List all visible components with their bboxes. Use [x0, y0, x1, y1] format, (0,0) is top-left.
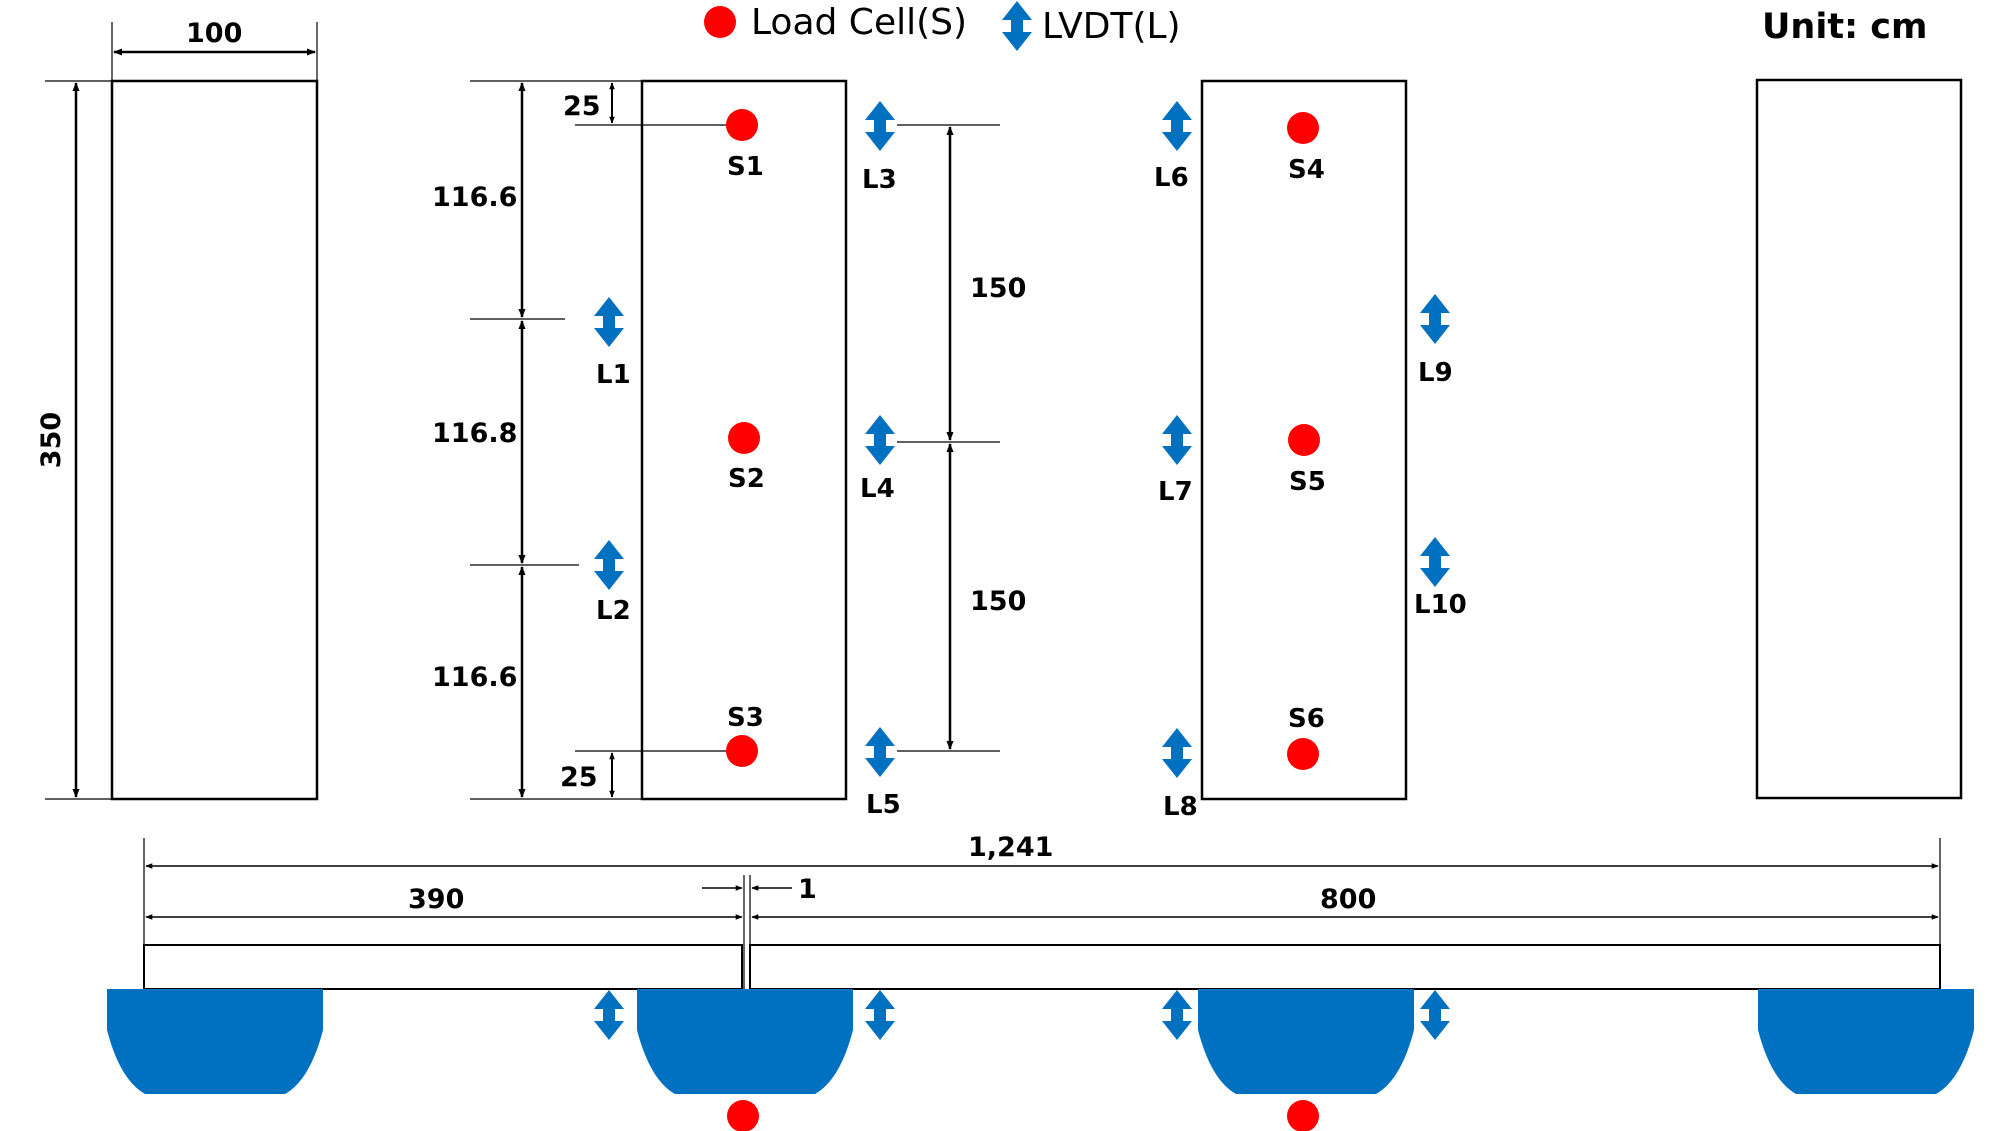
- lvdt-l3-label: L3: [862, 165, 897, 195]
- slab-4: [1755, 78, 1963, 800]
- support-4-icon: [1758, 989, 1974, 1094]
- dim-lvdt-spacing-1-label: 150: [970, 273, 1026, 304]
- lvdt-l4-label: L4: [860, 474, 895, 504]
- right-span-label: 800: [1320, 884, 1376, 915]
- lvdt-l7-label: L7: [1158, 477, 1193, 507]
- elevation-lvdt-2-icon: [865, 990, 895, 1040]
- dim-offset-top-label: 25: [563, 91, 601, 122]
- lvdt-l3-icon: [865, 101, 895, 151]
- load-cell-legend-label: Load Cell(S): [751, 2, 967, 43]
- load-cell-s2-label: S2: [728, 464, 765, 494]
- slab-3: [1200, 79, 1408, 801]
- lvdt-l6-label: L6: [1154, 163, 1189, 193]
- slab-2: [640, 79, 848, 801]
- load-cell-s4-icon: [1287, 112, 1319, 144]
- support-3-icon: [1198, 989, 1414, 1094]
- lvdt-l5-label: L5: [866, 790, 901, 820]
- lvdt-l1-label: L1: [596, 360, 631, 390]
- elevation-load-cell-1-icon: [727, 1100, 759, 1131]
- lvdt-l7-icon: [1162, 415, 1192, 465]
- support-1-icon: [107, 989, 323, 1094]
- lvdt-l10-icon: [1420, 537, 1450, 587]
- lvdt-legend-label: LVDT(L): [1042, 6, 1181, 47]
- lvdt-l2-label: L2: [596, 596, 631, 626]
- slab-1: [110, 79, 319, 801]
- load-cell-s3-label: S3: [727, 703, 764, 733]
- elevation-lvdt-3-icon: [1162, 990, 1192, 1040]
- elevation-lvdt-4-icon: [1420, 990, 1450, 1040]
- elevation-beam-left: [143, 944, 743, 990]
- lvdt-l1-icon: [594, 297, 624, 347]
- left-span-label: 390: [408, 884, 464, 915]
- load-cell-s1-icon: [726, 109, 758, 141]
- legend: Load Cell(S) LVDT(L): [704, 1, 1181, 51]
- load-cell-s1-label: S1: [727, 152, 764, 182]
- gap-label: 1: [798, 874, 817, 905]
- dim-lvdt-spacing-2-label: 150: [970, 586, 1026, 617]
- lvdt-l8-label: L8: [1163, 792, 1198, 822]
- lvdt-l6-icon: [1162, 101, 1192, 151]
- dim-seg-bottom-label: 116.6: [432, 662, 517, 693]
- elevation-load-cell-2-icon: [1287, 1100, 1319, 1131]
- elevation-view: 1,241 390 800 1: [107, 832, 1974, 1131]
- lvdt-l5-icon: [865, 727, 895, 777]
- load-cell-s4-label: S4: [1288, 155, 1325, 185]
- elevation-beam-right: [749, 944, 1941, 990]
- dim-seg-top-label: 116.6: [432, 182, 517, 213]
- load-cell-legend-icon: [704, 6, 736, 38]
- lvdt-l2-icon: [594, 540, 624, 590]
- lvdt-l9-icon: [1420, 294, 1450, 344]
- unit-label: Unit: cm: [1762, 7, 1927, 47]
- lvdt-l4-icon: [865, 415, 895, 465]
- load-cell-s6-label: S6: [1288, 704, 1325, 734]
- load-cell-s3-icon: [726, 735, 758, 767]
- load-cell-s2-icon: [728, 422, 760, 454]
- slab-length-label: 350: [36, 412, 67, 468]
- slab-width-label: 100: [186, 18, 242, 49]
- dim-offset-bottom-label: 25: [560, 762, 598, 793]
- load-cell-s5-icon: [1288, 424, 1320, 456]
- support-2-icon: [637, 989, 853, 1094]
- total-span-label: 1,241: [968, 832, 1053, 863]
- dim-seg-mid-label: 116.8: [432, 418, 517, 449]
- lvdt-l10-label: L10: [1414, 590, 1467, 620]
- lvdt-l9-label: L9: [1418, 358, 1453, 388]
- lvdt-legend-icon: [1002, 1, 1032, 51]
- load-cell-s5-label: S5: [1289, 467, 1326, 497]
- lvdt-l8-icon: [1162, 728, 1192, 778]
- elevation-lvdt-1-icon: [594, 990, 624, 1040]
- load-cell-s6-icon: [1287, 738, 1319, 770]
